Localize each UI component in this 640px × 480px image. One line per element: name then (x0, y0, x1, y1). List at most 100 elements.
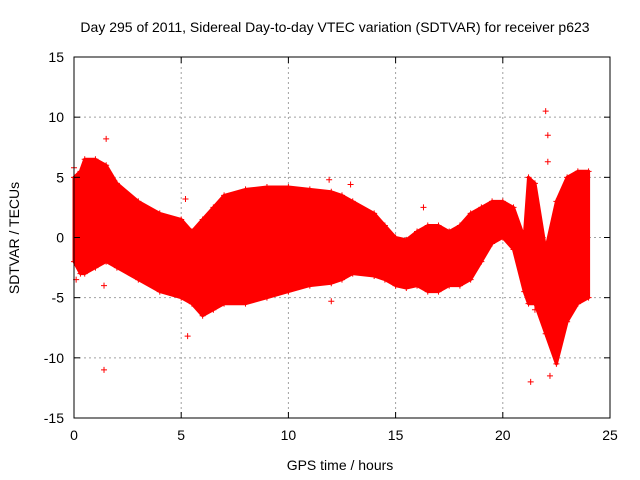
outlier-point (328, 298, 335, 305)
data-point (199, 216, 206, 223)
data-point (113, 180, 120, 187)
x-tick-label: 0 (70, 427, 78, 443)
data-point (285, 288, 292, 295)
y-axis-label: SDTVAR / TECUs (6, 182, 22, 294)
data-point (81, 270, 88, 277)
data-point (328, 280, 335, 287)
data-point (564, 174, 571, 181)
data-point (381, 276, 388, 283)
data-point (178, 294, 185, 301)
data-point (478, 258, 485, 265)
y-tick-label: -15 (44, 410, 64, 426)
data-point (339, 192, 345, 199)
data-point (339, 276, 345, 283)
data-point (221, 192, 228, 199)
y-tick-label: 5 (56, 169, 64, 185)
outlier-point (326, 176, 333, 183)
data-point (242, 300, 249, 307)
data-point (328, 188, 335, 195)
data-point (188, 228, 195, 235)
data-point (199, 312, 206, 319)
data-point (81, 156, 88, 163)
data-point (435, 288, 442, 295)
axis-ticks: 0 5 10 15 20 25 -15 -10 -5 0 5 10 15 (44, 49, 618, 443)
outlier-point (527, 378, 534, 385)
outlier-point (182, 195, 189, 202)
data-point (103, 258, 110, 265)
data-series (71, 108, 592, 385)
data-point (499, 234, 506, 241)
x-tick-label: 25 (602, 427, 618, 443)
data-point (414, 282, 421, 289)
data-point (135, 198, 142, 205)
data-point (403, 236, 410, 243)
outlier-point (531, 306, 538, 313)
data-point (478, 204, 485, 211)
data-point (585, 168, 592, 175)
chart-title: Day 295 of 2011, Sidereal Day-to-day VTE… (80, 19, 589, 35)
x-tick-label: 5 (177, 427, 185, 443)
data-point (424, 222, 431, 229)
data-point (188, 300, 195, 307)
data-point (178, 216, 185, 223)
data-point (542, 246, 549, 253)
data-point (499, 198, 506, 205)
data-point (381, 222, 388, 229)
x-tick-label: 20 (495, 427, 511, 443)
outlier-point (420, 204, 427, 211)
data-point (263, 294, 270, 301)
data-point (521, 288, 528, 295)
data-point (542, 330, 549, 337)
data-point (446, 228, 453, 235)
data-point (489, 198, 496, 205)
data-point (456, 282, 463, 289)
outlier-point (544, 132, 551, 139)
data-point (349, 198, 356, 205)
data-point (103, 162, 110, 169)
data-point (349, 270, 356, 277)
data-point (489, 240, 496, 247)
data-point (424, 288, 431, 295)
data-point (285, 183, 292, 190)
data-point (156, 288, 163, 295)
data-point (531, 300, 538, 307)
data-point (92, 264, 99, 271)
data-point (77, 168, 84, 175)
data-point (553, 360, 560, 367)
outlier-point (101, 366, 108, 373)
y-tick-label: -10 (44, 350, 64, 366)
x-tick-label: 10 (281, 427, 297, 443)
data-point (392, 234, 399, 241)
data-point (553, 198, 560, 205)
data-point (306, 186, 313, 193)
data-point (403, 285, 410, 292)
data-point (92, 156, 99, 163)
data-point (574, 168, 581, 175)
data-point (435, 222, 442, 229)
data-point (221, 300, 228, 307)
data-point (392, 282, 399, 289)
outlier-point (347, 181, 354, 188)
data-point (525, 174, 532, 181)
data-point (467, 276, 474, 283)
data-point (414, 228, 421, 235)
data-point (456, 222, 463, 229)
data-point (113, 264, 120, 271)
data-point (306, 282, 313, 289)
data-point (371, 210, 378, 217)
data-point (521, 234, 528, 241)
data-point (531, 180, 538, 187)
y-tick-label: 0 (56, 230, 64, 246)
data-point (510, 204, 517, 211)
data-point (210, 306, 217, 313)
y-tick-label: -5 (52, 290, 65, 306)
outlier-point (101, 282, 108, 289)
data-point (371, 273, 378, 280)
data-point (135, 276, 142, 283)
data-point (467, 210, 474, 217)
y-tick-label: 15 (48, 49, 64, 65)
outlier-point (184, 333, 191, 340)
data-point (525, 300, 532, 307)
outlier-point (546, 372, 553, 379)
